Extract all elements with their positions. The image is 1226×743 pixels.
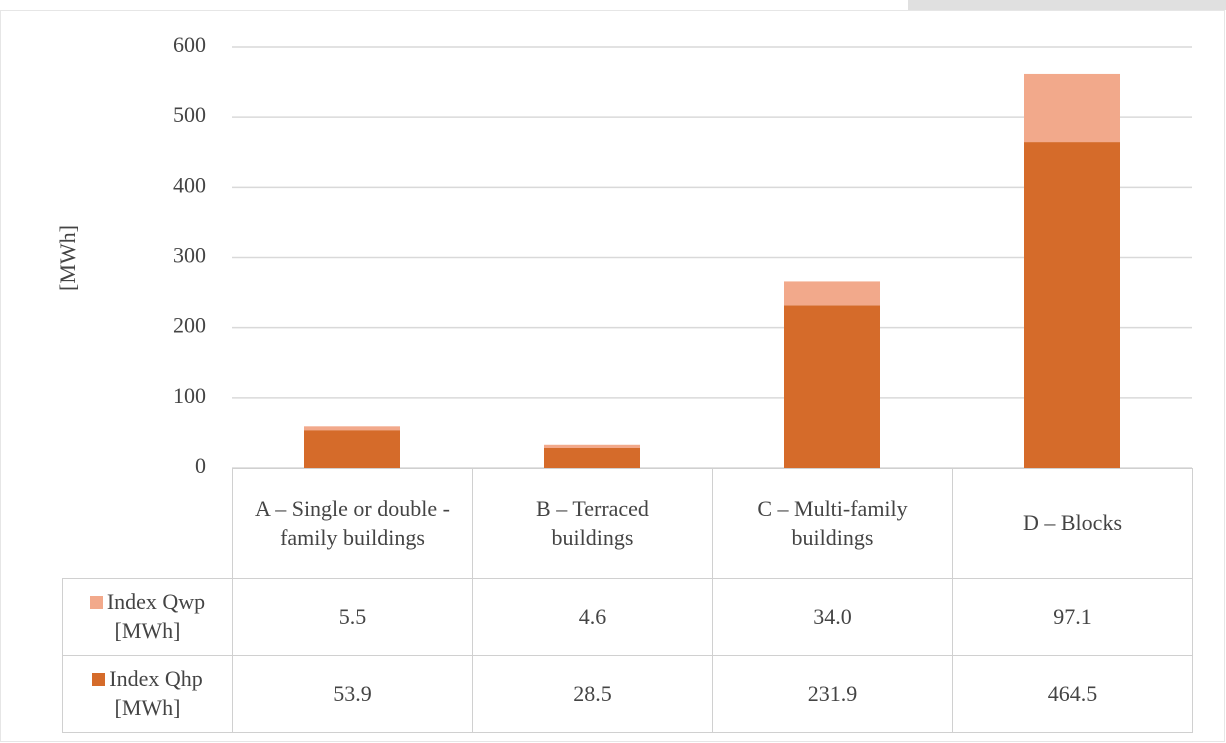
table-value: 34.0	[712, 578, 953, 656]
y-tick-label: 100	[173, 383, 206, 408]
legend-entry: Index Qhp [MWh]	[62, 655, 233, 733]
table-value: 4.6	[472, 578, 713, 656]
table-value: 97.1	[952, 578, 1193, 656]
category-label: B – Terraced buildings	[472, 468, 713, 579]
bar-segment	[784, 281, 880, 306]
bar-segment	[1024, 73, 1120, 143]
table-value: 53.9	[232, 655, 473, 733]
table-value: 231.9	[712, 655, 953, 733]
top-strip	[908, 0, 1226, 10]
table-value: 28.5	[472, 655, 713, 733]
y-tick-label: 600	[173, 32, 206, 57]
bar-segment	[304, 426, 400, 431]
legend-text: Index Qhp [MWh]	[83, 665, 213, 722]
legend-entry: Index Qwp [MWh]	[62, 578, 233, 656]
y-tick-label: 400	[173, 172, 206, 197]
frame	[0, 10, 1225, 742]
bar-segment	[544, 444, 640, 449]
bar-segment	[544, 448, 640, 468]
category-label: A – Single or double -family buildings	[232, 468, 473, 579]
legend-label: Index Qhp [MWh]	[109, 666, 203, 720]
legend-swatch	[89, 596, 103, 610]
bar-segment	[784, 305, 880, 468]
legend-label: Index Qwp [MWh]	[106, 589, 206, 643]
y-tick-label: 200	[173, 313, 206, 338]
legend-text: Index Qwp [MWh]	[83, 588, 213, 645]
category-label: D – Blocks	[952, 468, 1193, 579]
category-label: C – Multi-family buildings	[712, 468, 953, 579]
y-axis-label: [MWh]	[55, 225, 80, 291]
y-tick-label: 300	[173, 243, 206, 268]
table-value: 5.5	[232, 578, 473, 656]
bar-segment	[304, 430, 400, 468]
table-value: 464.5	[952, 655, 1193, 733]
bar-segment	[1024, 142, 1120, 468]
legend-swatch	[92, 673, 106, 687]
y-tick-label: 0	[195, 453, 206, 478]
y-tick-label: 500	[173, 102, 206, 127]
